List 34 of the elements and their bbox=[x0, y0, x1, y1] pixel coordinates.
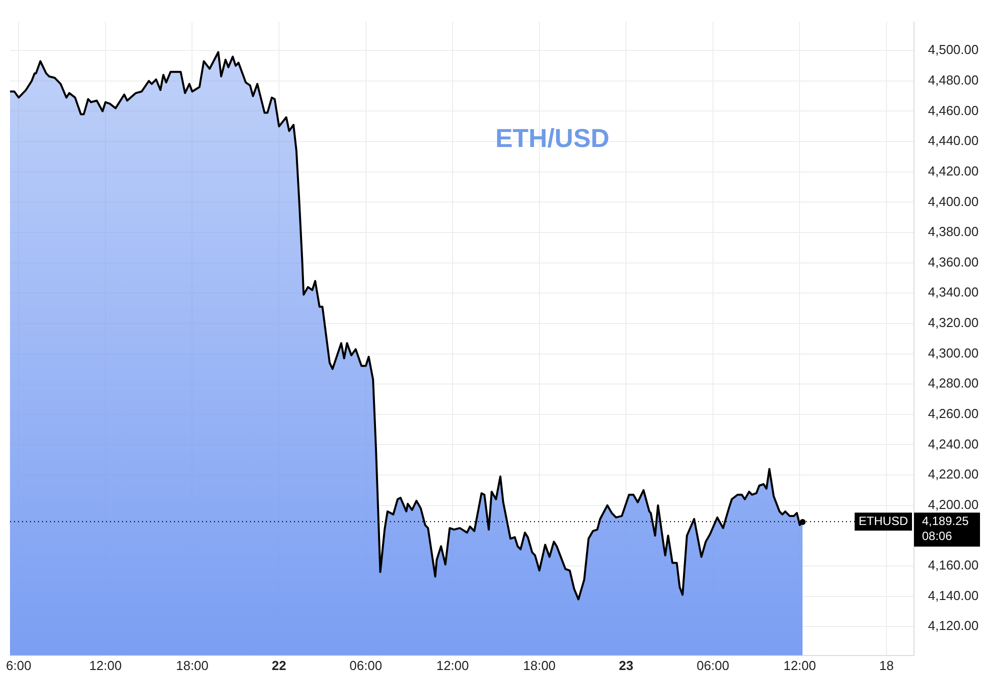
y-tick-label: 4,400.00 bbox=[928, 194, 979, 209]
y-tick-label: 4,420.00 bbox=[928, 163, 979, 178]
y-tick-label: 4,300.00 bbox=[928, 345, 979, 360]
ref-line-label: ETHUSD bbox=[858, 514, 908, 528]
x-tick-label: 18 bbox=[879, 658, 894, 673]
x-tick-label: 6:00 bbox=[6, 658, 32, 673]
y-tick-label: 4,460.00 bbox=[928, 102, 979, 118]
y-tick-label: 4,280.00 bbox=[928, 376, 979, 391]
x-tick-label: 22 bbox=[272, 658, 286, 673]
x-tick-label: 23 bbox=[618, 658, 634, 673]
y-tick-label: 4,240.00 bbox=[928, 436, 979, 452]
y-tick-label: 4,320.00 bbox=[928, 315, 979, 330]
y-tick-label: 4,140.00 bbox=[928, 588, 979, 603]
y-tick-label: 4,360.00 bbox=[928, 254, 979, 270]
x-tick-label: 18:00 bbox=[523, 658, 556, 673]
text: ETH/USD bbox=[495, 122, 610, 153]
x-tick-label: 12:00 bbox=[89, 658, 122, 673]
y-tick-label: 4,340.00 bbox=[928, 284, 979, 300]
y-tick-label: 4,220.00 bbox=[928, 466, 979, 482]
text: 08:06 bbox=[922, 528, 952, 543]
x-tick-label: 06:00 bbox=[350, 658, 382, 673]
y-tick-label: 4,200.00 bbox=[928, 496, 979, 512]
y-tick-label: 4,120.00 bbox=[928, 618, 979, 634]
x-tick-label: 12:00 bbox=[436, 658, 469, 673]
y-tick-label: 4,380.00 bbox=[928, 224, 979, 240]
y-tick-label: 4,260.00 bbox=[928, 406, 979, 421]
y-tick-label: 4,480.00 bbox=[928, 72, 979, 88]
x-tick-label: 06:00 bbox=[696, 658, 730, 673]
y-tick-label: 4,500.00 bbox=[928, 42, 979, 58]
text: 4,189.25 bbox=[922, 514, 970, 528]
y-tick-label: 4,160.00 bbox=[928, 558, 979, 573]
x-tick-label: 12:00 bbox=[783, 658, 816, 673]
y-tick-label: 4,440.00 bbox=[928, 133, 979, 148]
x-tick-label: 18:00 bbox=[176, 658, 209, 673]
